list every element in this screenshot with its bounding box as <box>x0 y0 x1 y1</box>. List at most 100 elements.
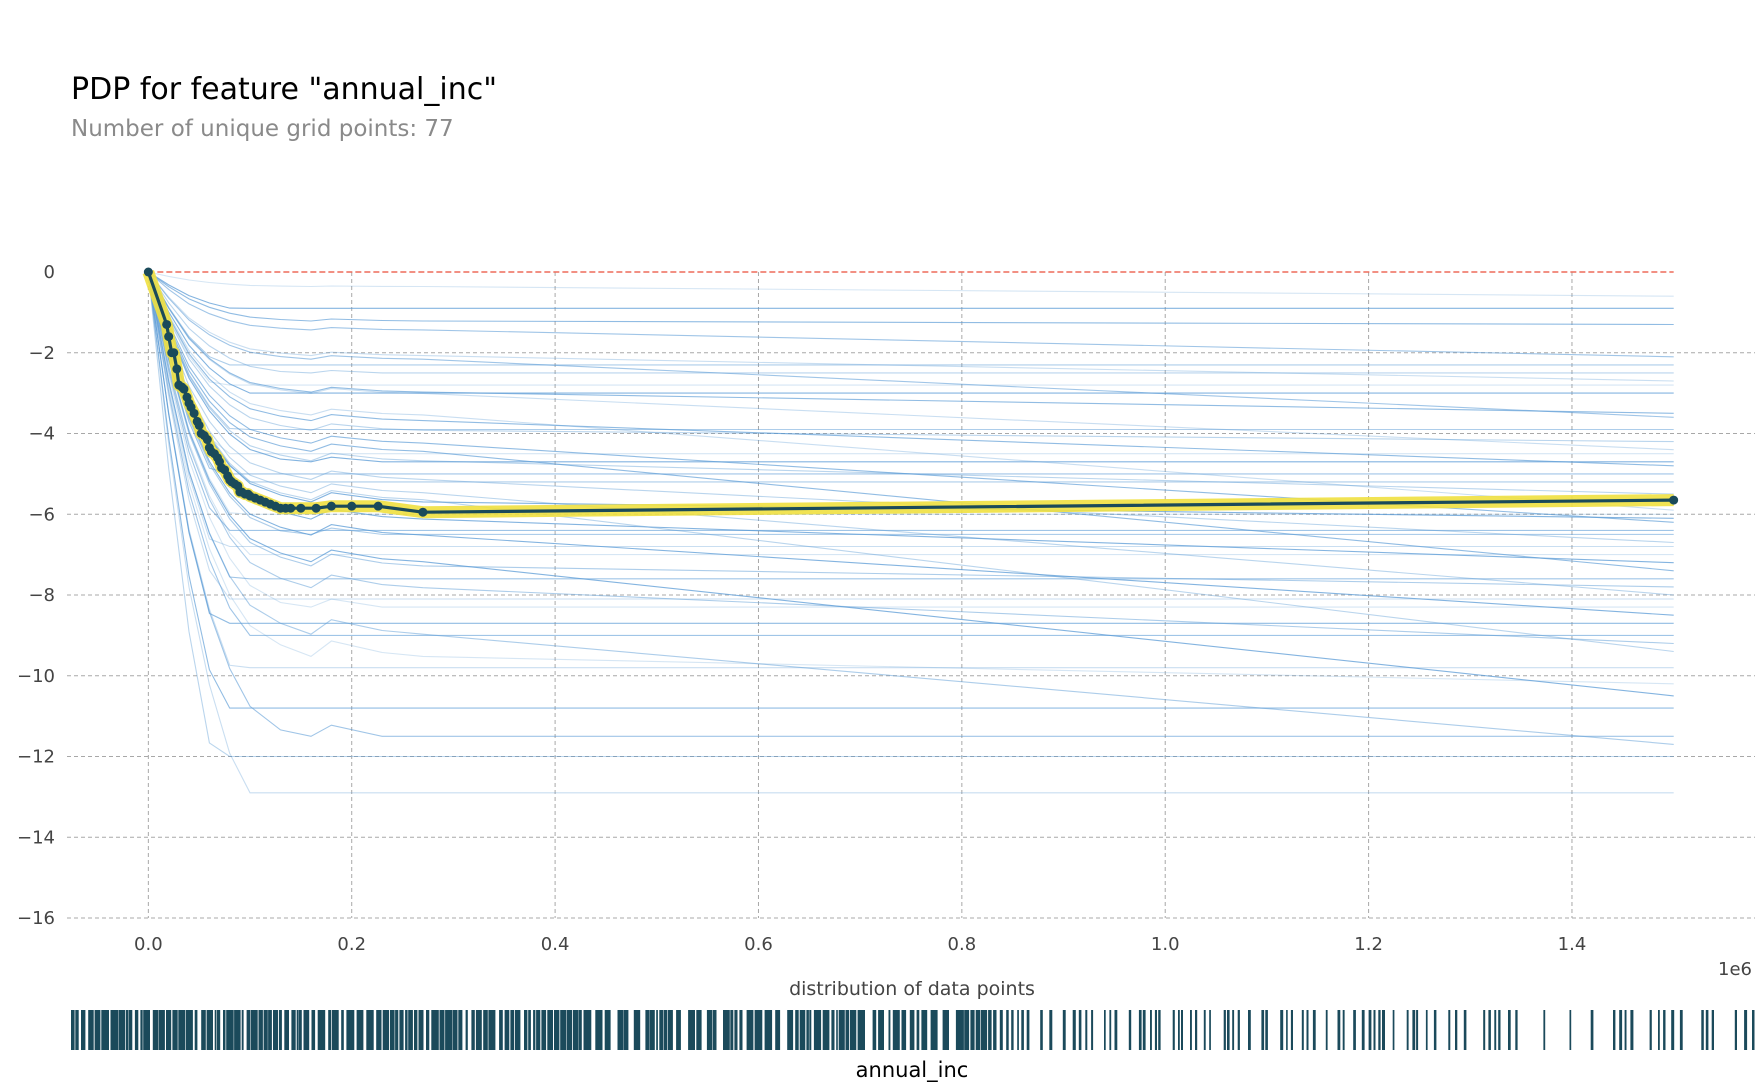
distribution-tick <box>1312 1010 1316 1050</box>
distribution-tick <box>1190 1010 1192 1050</box>
distribution-tick <box>1463 1010 1467 1050</box>
distribution-tick <box>118 1010 126 1050</box>
distribution-tick <box>504 1010 510 1050</box>
distribution-tick <box>405 1010 408 1050</box>
distribution-tick <box>408 1010 413 1050</box>
distribution-tick <box>1382 1010 1385 1050</box>
distribution-tick <box>746 1010 754 1050</box>
distribution-tick <box>1325 1010 1328 1050</box>
x-tick-label: 0.8 <box>948 934 977 955</box>
distribution-tick <box>1448 1010 1451 1050</box>
ice-line <box>147 271 1674 745</box>
distribution-tick <box>787 1010 794 1050</box>
pdp-point <box>162 319 172 329</box>
ice-line <box>147 271 1674 564</box>
distribution-tick <box>328 1010 332 1050</box>
distribution-tick <box>663 1010 667 1050</box>
ice-line <box>148 271 1674 309</box>
distribution-tick <box>1290 1010 1293 1050</box>
ice-line <box>147 271 1674 600</box>
ice-line <box>147 271 1674 431</box>
distribution-tick <box>1178 1010 1180 1050</box>
distribution-tick <box>223 1010 226 1050</box>
distribution-tick <box>955 1010 964 1050</box>
pdp-point <box>326 501 336 511</box>
distribution-tick <box>1649 1010 1652 1050</box>
distribution-tick <box>465 1010 468 1050</box>
ice-line <box>147 271 1674 624</box>
distribution-tick <box>1114 1010 1118 1050</box>
distribution-tick <box>892 1010 900 1050</box>
distribution-tick <box>595 1010 603 1050</box>
axes: 0 −2 −4 −6 −8 −10 −12 −14 −16 0.0 0.2 0.4 0.6 0.8 1.0 1… <box>17 262 1752 980</box>
distribution-tick <box>298 1010 302 1050</box>
distribution-tick <box>471 1010 475 1050</box>
distribution-tick <box>101 1010 109 1050</box>
ice-line <box>147 271 1674 443</box>
distribution-tick <box>1306 1010 1309 1050</box>
grid-lines <box>67 271 1755 919</box>
ice-line <box>147 271 1674 608</box>
distribution-tick <box>458 1010 463 1050</box>
distribution-tick <box>1613 1010 1616 1050</box>
distribution-tick <box>71 1010 75 1050</box>
ice-line <box>147 271 1674 366</box>
distribution-tick <box>346 1010 355 1050</box>
distribution-tick <box>1078 1010 1082 1050</box>
chart-title: PDP for feature "annual_inc" <box>71 72 498 107</box>
distribution-tick <box>356 1010 364 1050</box>
distribution-tick <box>806 1010 809 1050</box>
distribution-tick <box>241 1010 244 1050</box>
distribution-tick <box>1337 1010 1341 1050</box>
pdp-point <box>189 408 199 418</box>
distribution-tick <box>838 1010 845 1050</box>
pdp-series <box>142 267 1679 519</box>
distribution-tick <box>366 1010 374 1050</box>
ice-line <box>147 271 1674 451</box>
distribution-tick <box>166 1010 172 1050</box>
distribution-tick <box>246 1010 250 1050</box>
distribution-tick <box>528 1010 531 1050</box>
distribution-tick <box>1752 1010 1755 1050</box>
distribution-label: distribution of data points <box>789 978 1035 1000</box>
distribution-tick <box>201 1010 206 1050</box>
distribution-tick <box>445 1010 453 1050</box>
distribution-tick <box>376 1010 382 1050</box>
distribution-tick <box>1679 1010 1683 1050</box>
distribution-tick <box>572 1010 579 1050</box>
distribution-tick <box>1128 1010 1132 1050</box>
ice-line <box>147 271 1674 572</box>
x-tick-label: 0.0 <box>134 934 163 955</box>
distribution-tick <box>1569 1010 1572 1050</box>
distribution-tick <box>226 1010 234 1050</box>
pdp-point <box>169 348 179 358</box>
distribution-tick <box>930 1010 938 1050</box>
distribution-tick <box>1011 1010 1014 1050</box>
ice-line <box>147 271 1674 414</box>
distribution-tick <box>993 1010 997 1050</box>
ice-line <box>147 271 1674 535</box>
distribution-tick <box>1248 1010 1251 1050</box>
distribution-tick <box>734 1010 738 1050</box>
distribution-tick <box>1412 1010 1416 1050</box>
ice-line <box>147 271 1674 475</box>
distribution-tick <box>878 1010 884 1050</box>
distribution-tick <box>278 1010 282 1050</box>
data-distribution: distribution of data points annual_inc <box>71 978 1755 1083</box>
ice-line <box>147 271 1674 544</box>
distribution-tick <box>172 1010 178 1050</box>
distribution-tick <box>988 1010 992 1050</box>
pdp-point <box>194 420 204 430</box>
distribution-tick <box>617 1010 624 1050</box>
ice-line <box>147 271 1674 531</box>
distribution-tick <box>659 1010 663 1050</box>
ice-line <box>147 271 1674 467</box>
distribution-tick <box>706 1010 712 1050</box>
distribution-tick <box>1203 1010 1206 1050</box>
distribution-tick <box>723 1010 730 1050</box>
distribution-tick <box>1701 1010 1704 1050</box>
distribution-tick <box>676 1010 681 1050</box>
pdp-point <box>143 267 153 277</box>
ice-line <box>147 271 1674 523</box>
distribution-tick <box>399 1010 404 1050</box>
